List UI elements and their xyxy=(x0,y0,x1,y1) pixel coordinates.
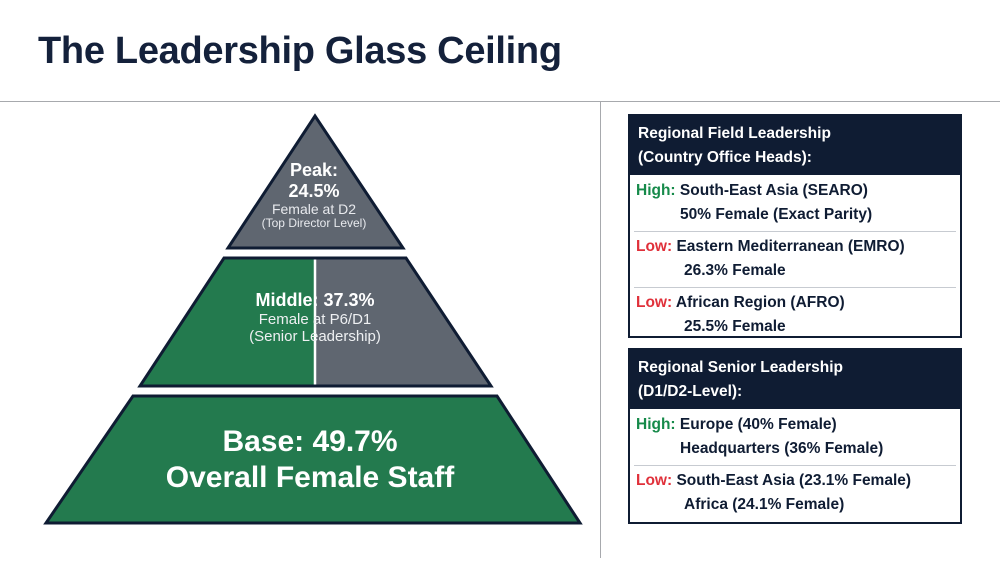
field-row-high: High: South-East Asia (SEARO) 50% Female… xyxy=(630,175,960,231)
base-line1: Base: 49.7% xyxy=(222,425,398,458)
pyramid-peak-tier xyxy=(225,113,406,250)
row-line1: African Region (AFRO) xyxy=(675,294,845,311)
senior-row-high: High: Europe (40% Female) Headquarters (… xyxy=(630,409,960,465)
row-line1: Eastern Mediterranean (EMRO) xyxy=(676,238,905,255)
row-line2: Africa (24.1% Female) xyxy=(684,496,845,513)
field-row-low-1: Low: Eastern Mediterranean (EMRO) 26.3% … xyxy=(630,231,960,287)
row-line1: Europe (40% Female) xyxy=(679,416,837,433)
middle-note: (Senior Leadership) xyxy=(249,327,381,345)
low-tag: Low: xyxy=(636,472,673,489)
row-line1: South-East Asia (SEARO) xyxy=(679,182,868,199)
low-tag: Low: xyxy=(636,238,673,255)
pyramid-shapes xyxy=(43,113,583,525)
row-line2: Headquarters (36% Female) xyxy=(680,440,884,457)
base-label: Base: 49.7% Overall Female Staff xyxy=(110,424,510,496)
middle-desc: Female at P6/D1 xyxy=(258,310,372,328)
page-title: The Leadership Glass Ceiling xyxy=(38,30,562,72)
row-line2: 50% Female (Exact Parity) xyxy=(680,206,873,223)
pyramid-base-tier xyxy=(43,394,583,525)
senior-panel-header: Regional Senior Leadership (D1/D2-Level)… xyxy=(630,350,960,409)
field-leadership-panel: Regional Field Leadership (Country Offic… xyxy=(628,114,962,338)
pyramid-diagram: Peak: 24.5% Female at D2 (Top Director L… xyxy=(0,102,600,558)
peak-title: Peak: xyxy=(289,160,339,180)
column-divider xyxy=(600,102,601,558)
peak-desc: Female at D2 xyxy=(271,201,357,218)
row-line1: South-East Asia (23.1% Female) xyxy=(676,472,912,489)
senior-header-line1: Regional Senior Leadership xyxy=(638,359,843,376)
high-tag: High: xyxy=(636,416,676,433)
field-panel-header: Regional Field Leadership (Country Offic… xyxy=(630,116,960,175)
field-header-line2: (Country Office Heads): xyxy=(638,149,812,166)
field-header-line1: Regional Field Leadership xyxy=(638,125,831,142)
base-line2: Overall Female Staff xyxy=(165,461,455,494)
senior-header-line2: (D1/D2-Level): xyxy=(638,383,743,400)
peak-note: (Top Director Level) xyxy=(261,216,367,231)
low-tag: Low: xyxy=(636,294,673,311)
pyramid-middle-tier xyxy=(137,256,494,388)
row-line2: 26.3% Female xyxy=(684,262,786,279)
peak-label: Peak: 24.5% Female at D2 (Top Director L… xyxy=(214,160,414,231)
senior-leadership-panel: Regional Senior Leadership (D1/D2-Level)… xyxy=(628,348,962,524)
row-line2: 25.5% Female xyxy=(684,318,786,335)
senior-row-low: Low: South-East Asia (23.1% Female) Afri… xyxy=(630,465,960,521)
header-divider xyxy=(0,101,1000,102)
middle-label: Middle: 37.3% Female at P6/D1 (Senior Le… xyxy=(200,290,430,345)
middle-title: Middle: 37.3% xyxy=(255,290,375,310)
field-row-low-2: Low: African Region (AFRO) 25.5% Female xyxy=(630,287,960,343)
peak-value: 24.5% xyxy=(288,180,340,201)
high-tag: High: xyxy=(636,182,676,199)
